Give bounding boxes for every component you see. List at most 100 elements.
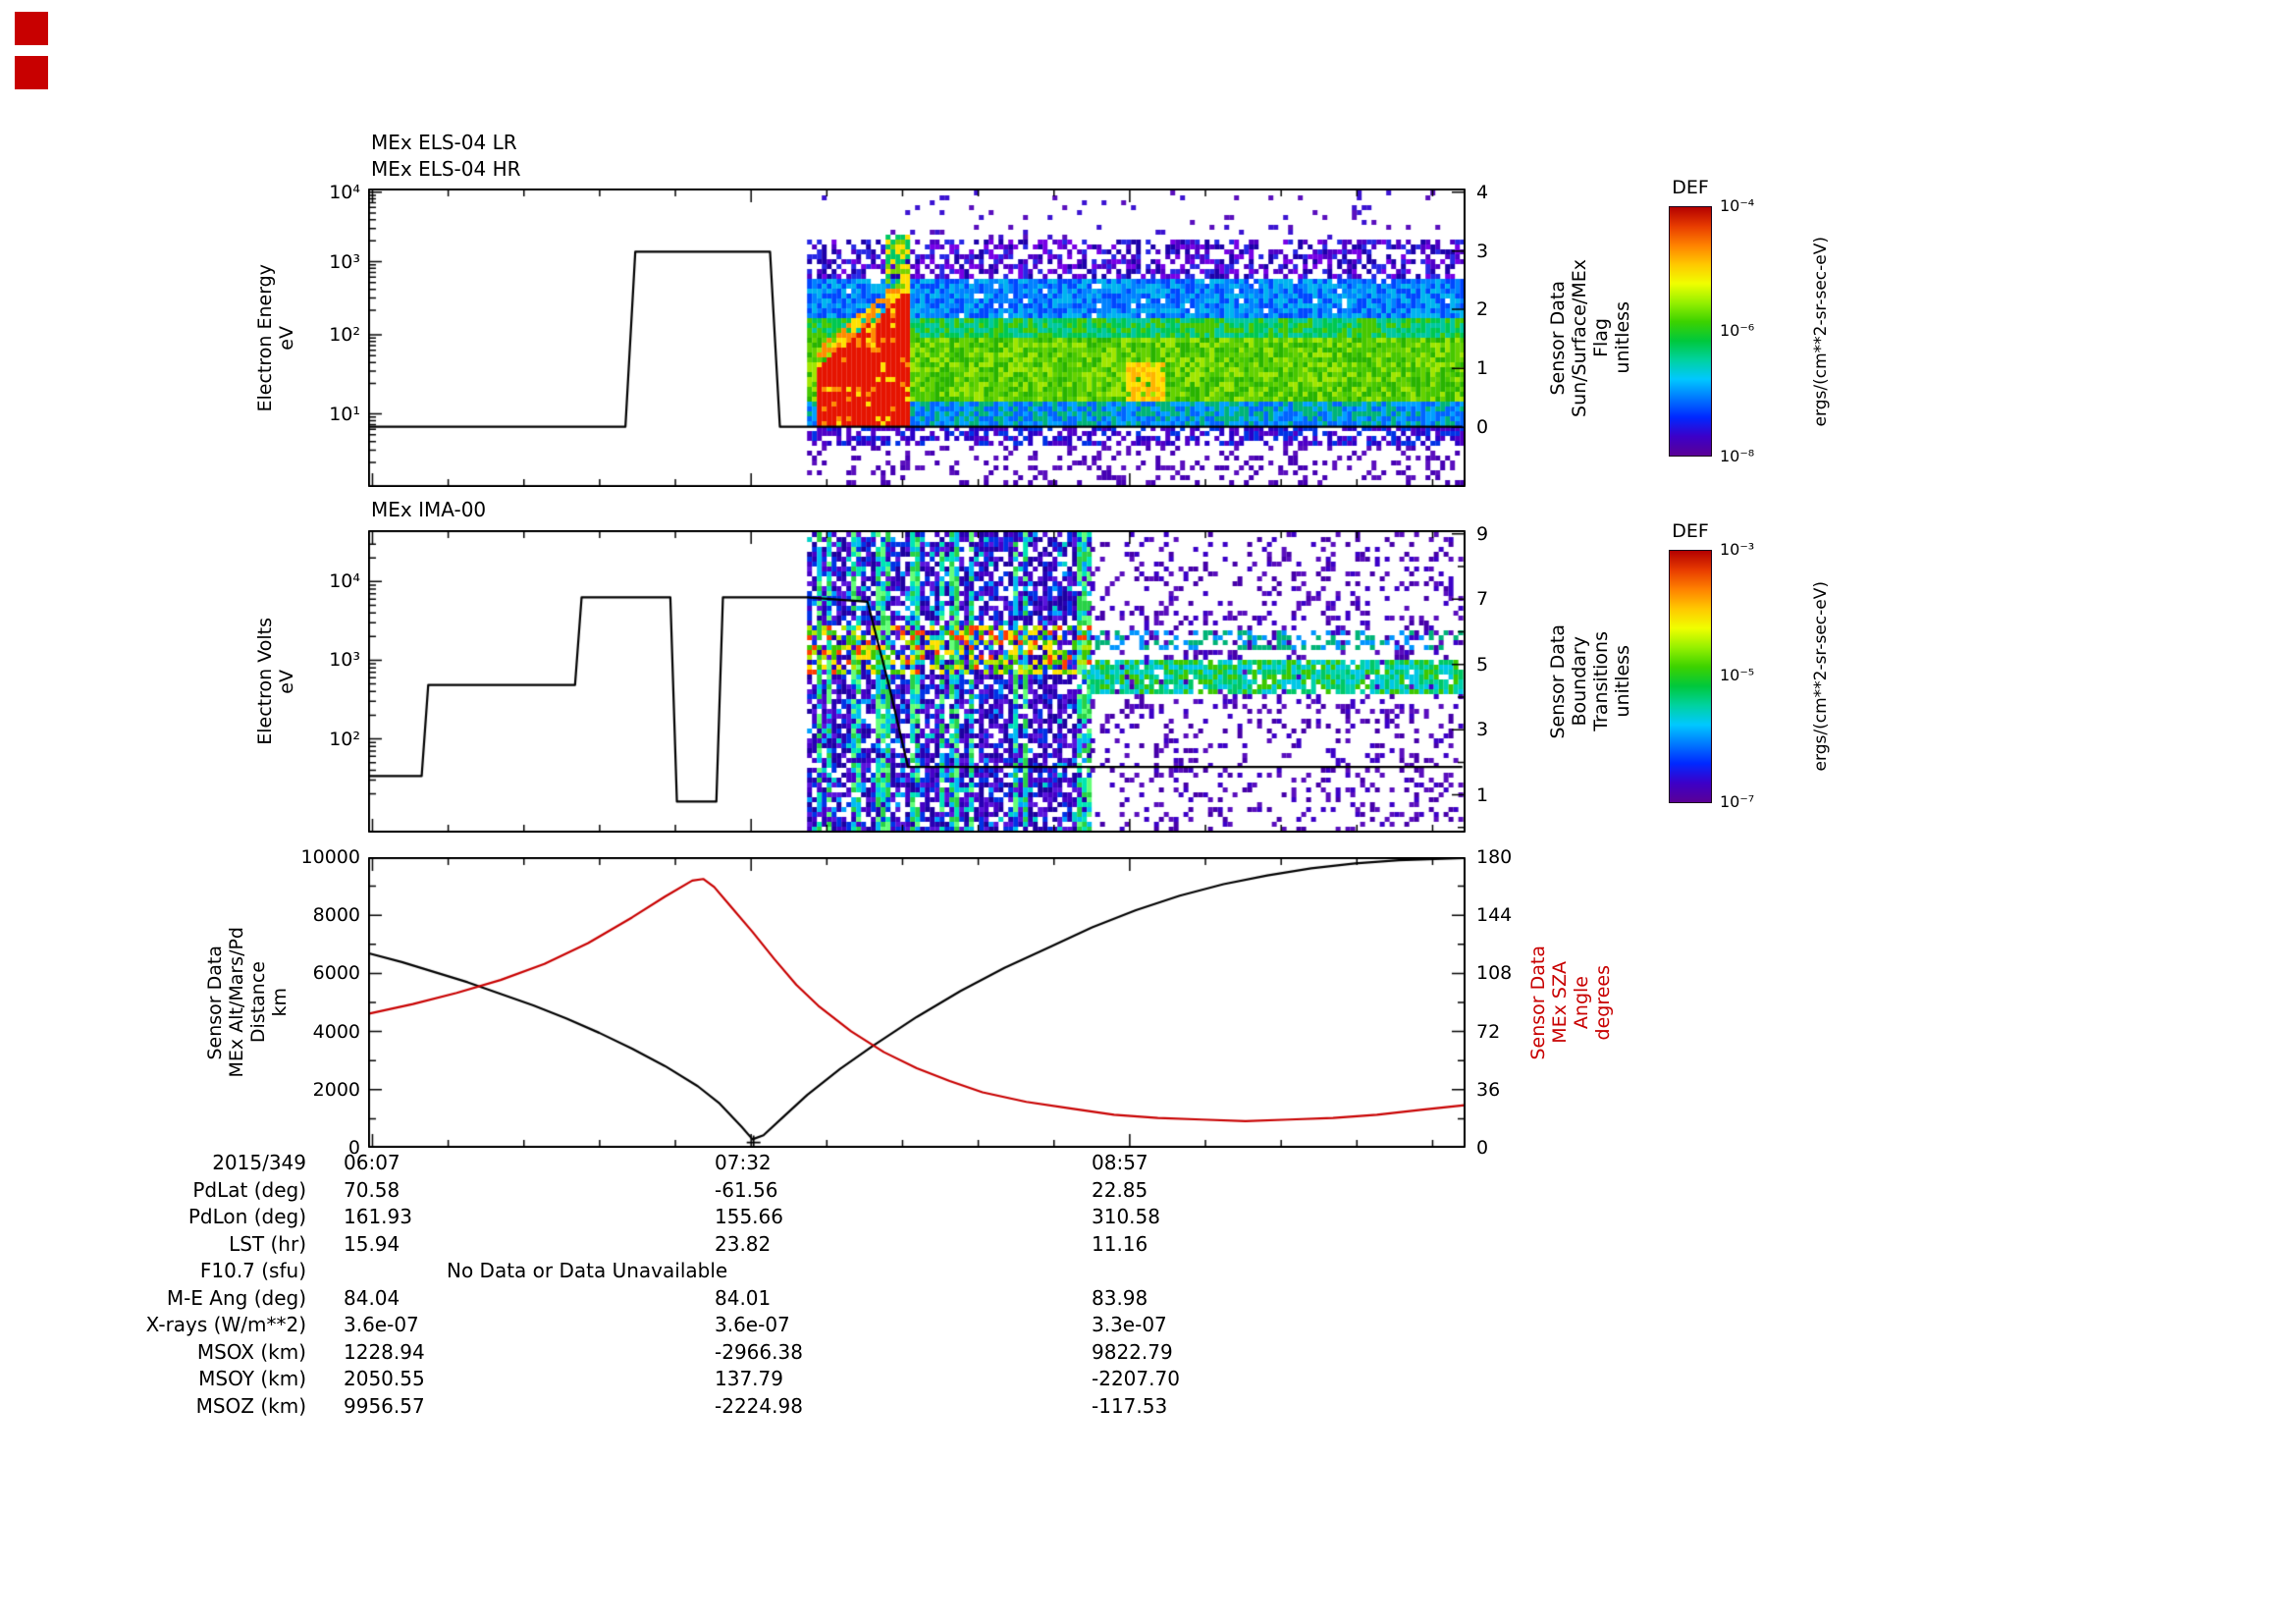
els-right-label-line1: Sensor Data bbox=[1547, 280, 1569, 396]
pdlat-value-3: 22.85 bbox=[1092, 1178, 1148, 1202]
alt-y-label-line4: km bbox=[269, 988, 291, 1017]
msoy-value-3: -2207.70 bbox=[1092, 1367, 1180, 1390]
sza-tick-180: 180 bbox=[1476, 846, 1513, 868]
sza-label-line2: MEx SZA bbox=[1549, 961, 1571, 1044]
lst-label: LST (hr) bbox=[229, 1232, 306, 1256]
time-tick-3: 08:57 bbox=[1092, 1151, 1148, 1174]
xrays-value-2: 3.6e-07 bbox=[715, 1313, 790, 1336]
msoy-label: MSOY (km) bbox=[198, 1367, 306, 1390]
table-row-pdlat: PdLat (deg) 70.58 -61.56 22.85 bbox=[0, 1178, 1669, 1204]
alt-ytick-6000: 6000 bbox=[312, 962, 360, 984]
els-right-label-line2: Sun/Surface/MEx bbox=[1569, 258, 1590, 417]
els-colorbar-tick-bottom: 10⁻⁸ bbox=[1720, 447, 1755, 465]
table-row-pdlon: PdLon (deg) 161.93 155.66 310.58 bbox=[0, 1205, 1669, 1230]
table-row-msox: MSOX (km) 1228.94 -2966.38 9822.79 bbox=[0, 1340, 1669, 1366]
els-title-lr: MEx ELS-04 LR bbox=[371, 131, 517, 154]
ima-right-axis-label: Sensor Data Boundary Transitions unitles… bbox=[1543, 530, 1637, 833]
els-y-axis-label-line1: Electron Energy bbox=[254, 263, 276, 412]
f107-no-data-text: No Data or Data Unavailable bbox=[447, 1259, 728, 1282]
els-right-axis-label: Sensor Data Sun/Surface/MEx Flag unitles… bbox=[1543, 189, 1637, 487]
meang-value-2: 84.01 bbox=[715, 1286, 772, 1310]
time-tick-2: 07:32 bbox=[715, 1151, 772, 1174]
msoy-value-2: 137.79 bbox=[715, 1367, 783, 1390]
msoz-value-3: -117.53 bbox=[1092, 1394, 1168, 1418]
els-spectrogram-canvas bbox=[368, 189, 1466, 487]
ima-title: MEx IMA-00 bbox=[371, 498, 487, 521]
ima-right-tick-5: 5 bbox=[1476, 654, 1489, 676]
lst-value-1: 15.94 bbox=[344, 1232, 400, 1256]
els-colorbar-units-text: ergs/(cm**2-sr-sec-eV) bbox=[1811, 236, 1831, 427]
ima-right-label-line4: unitless bbox=[1612, 645, 1633, 718]
els-flag-tick-0: 0 bbox=[1476, 416, 1489, 438]
red-marker-2 bbox=[15, 56, 48, 89]
alt-ytick-8000: 8000 bbox=[312, 904, 360, 926]
ima-right-tick-7: 7 bbox=[1476, 588, 1489, 610]
msoz-value-1: 9956.57 bbox=[344, 1394, 425, 1418]
f107-label: F10.7 (sfu) bbox=[199, 1259, 306, 1282]
alt-sza-plot-area bbox=[368, 857, 1466, 1148]
alt-y-label-line1: Sensor Data bbox=[204, 945, 226, 1060]
pdlon-label: PdLon (deg) bbox=[187, 1205, 306, 1228]
alt-y-label-line3: Distance bbox=[247, 961, 269, 1044]
ima-y-axis-label-line2: eV bbox=[276, 669, 297, 694]
sza-tick-72: 72 bbox=[1476, 1021, 1501, 1043]
sza-tick-36: 36 bbox=[1476, 1079, 1501, 1101]
ima-right-label-line3: Transitions bbox=[1590, 631, 1612, 731]
els-colorbar-title: DEF bbox=[1672, 177, 1709, 198]
pdlat-value-2: -61.56 bbox=[715, 1178, 778, 1202]
ima-plot-area bbox=[368, 530, 1466, 833]
ima-right-label-line2: Boundary bbox=[1569, 636, 1590, 727]
msox-value-1: 1228.94 bbox=[344, 1340, 425, 1364]
table-row-meang: M-E Ang (deg) 84.04 84.01 83.98 bbox=[0, 1286, 1669, 1312]
xrays-value-3: 3.3e-07 bbox=[1092, 1313, 1167, 1336]
els-ytick-1e4: 10⁴ bbox=[329, 182, 360, 203]
ima-ytick-1e3: 10³ bbox=[329, 649, 360, 671]
pdlon-value-3: 310.58 bbox=[1092, 1205, 1160, 1228]
msox-label: MSOX (km) bbox=[196, 1340, 306, 1364]
els-right-label-line4: unitless bbox=[1612, 301, 1633, 374]
els-ytick-1e1: 10¹ bbox=[329, 404, 360, 425]
meang-value-1: 84.04 bbox=[344, 1286, 400, 1310]
lst-value-2: 23.82 bbox=[715, 1232, 772, 1256]
ima-colorbar-tick-top: 10⁻³ bbox=[1720, 540, 1755, 559]
table-row-time: 2015/349 06:07 07:32 08:57 bbox=[0, 1151, 1669, 1176]
els-colorbar-tick-top: 10⁻⁴ bbox=[1720, 196, 1755, 215]
table-row-f107: F10.7 (sfu) No Data or Data Unavailable bbox=[0, 1259, 1669, 1284]
sza-label-line1: Sensor Data bbox=[1527, 945, 1549, 1060]
xrays-label: X-rays (W/m**2) bbox=[145, 1313, 306, 1336]
alt-ytick-10000: 10000 bbox=[300, 846, 360, 868]
alt-ytick-2000: 2000 bbox=[312, 1079, 360, 1101]
table-row-xrays: X-rays (W/m**2) 3.6e-07 3.6e-07 3.3e-07 bbox=[0, 1313, 1669, 1338]
meang-value-3: 83.98 bbox=[1092, 1286, 1148, 1310]
els-plot-area bbox=[368, 189, 1466, 487]
ima-y-axis-label-line1: Electron Volts bbox=[254, 618, 276, 745]
msox-value-2: -2966.38 bbox=[715, 1340, 803, 1364]
alt-y-axis-label: Sensor Data MEx Alt/Mars/Pd Distance km bbox=[196, 857, 298, 1148]
sza-label-line3: Angle bbox=[1571, 975, 1592, 1030]
msox-value-3: 9822.79 bbox=[1092, 1340, 1173, 1364]
ima-right-tick-9: 9 bbox=[1476, 523, 1489, 545]
ima-colorbar-units: ergs/(cm**2-sr-sec-eV) bbox=[1806, 550, 1836, 803]
alt-y-label-line2: MEx Alt/Mars/Pd bbox=[226, 927, 247, 1078]
els-flag-tick-3: 3 bbox=[1476, 241, 1489, 262]
table-row-msoy: MSOY (km) 2050.55 137.79 -2207.70 bbox=[0, 1367, 1669, 1392]
els-colorbar bbox=[1669, 206, 1712, 457]
meang-label: M-E Ang (deg) bbox=[166, 1286, 306, 1310]
pdlon-value-2: 155.66 bbox=[715, 1205, 783, 1228]
ima-ytick-1e2: 10² bbox=[329, 729, 360, 750]
ima-colorbar bbox=[1669, 550, 1712, 803]
sza-axis-label: Sensor Data MEx SZA Angle degrees bbox=[1523, 857, 1618, 1148]
alt-ytick-0: 0 bbox=[347, 1137, 360, 1159]
ima-right-tick-3: 3 bbox=[1476, 719, 1489, 740]
red-marker-1 bbox=[15, 12, 48, 45]
ima-colorbar-tick-bottom: 10⁻⁷ bbox=[1720, 792, 1755, 811]
table-row-msoz: MSOZ (km) 9956.57 -2224.98 -117.53 bbox=[0, 1394, 1669, 1420]
sza-tick-144: 144 bbox=[1476, 904, 1513, 926]
ima-colorbar-title: DEF bbox=[1672, 520, 1709, 542]
ima-right-tick-1: 1 bbox=[1476, 784, 1489, 806]
sza-tick-0: 0 bbox=[1476, 1137, 1489, 1159]
pdlat-value-1: 70.58 bbox=[344, 1178, 400, 1202]
ima-colorbar-units-text: ergs/(cm**2-sr-sec-eV) bbox=[1811, 581, 1831, 772]
els-colorbar-tick-mid: 10⁻⁶ bbox=[1720, 321, 1755, 340]
